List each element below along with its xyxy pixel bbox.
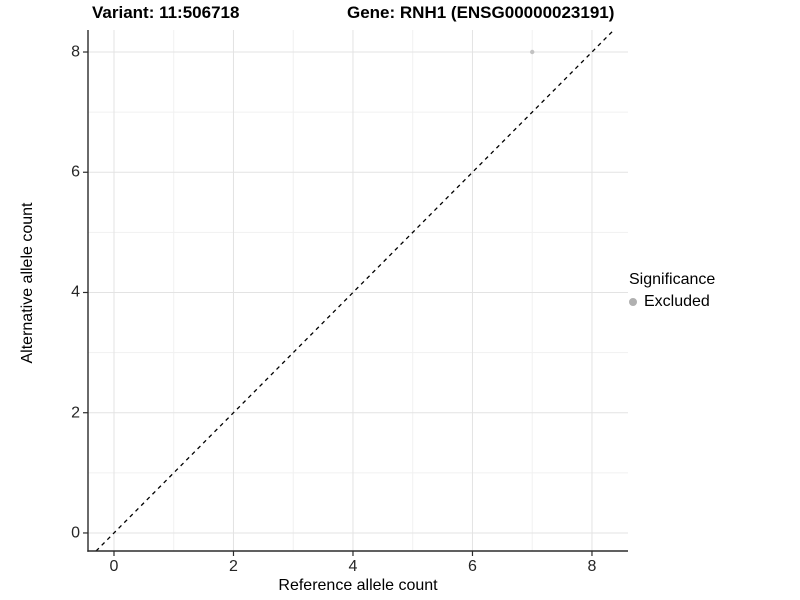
y-tick-label: 6 xyxy=(71,163,80,181)
x-tick-label: 2 xyxy=(229,558,238,575)
y-tick-label: 4 xyxy=(71,283,80,301)
x-tick-label: 6 xyxy=(468,558,477,575)
legend-item-label: Excluded xyxy=(644,293,710,310)
variant-title: Variant: 11:506718 xyxy=(92,3,240,22)
y-tick-label: 8 xyxy=(71,43,80,61)
data-point xyxy=(530,49,535,55)
y-axis-title: Alternative allele count xyxy=(19,202,36,364)
legend-title: Significance xyxy=(629,271,716,288)
x-axis-title: Reference allele count xyxy=(278,577,438,594)
legend: Significance Excluded xyxy=(629,271,715,311)
identity-dashed-line xyxy=(95,29,615,552)
excluded-point-icon xyxy=(629,298,637,306)
gene-title: Gene: RNH1 (ENSG00000023191) xyxy=(347,3,615,22)
x-tick-label: 4 xyxy=(348,558,358,575)
y-tick-label: 2 xyxy=(71,404,80,422)
x-tick-label: 8 xyxy=(587,558,597,575)
legend-item-excluded: Excluded xyxy=(629,293,715,311)
x-tick-label: 0 xyxy=(109,558,119,575)
y-tick-label: 0 xyxy=(71,524,80,542)
